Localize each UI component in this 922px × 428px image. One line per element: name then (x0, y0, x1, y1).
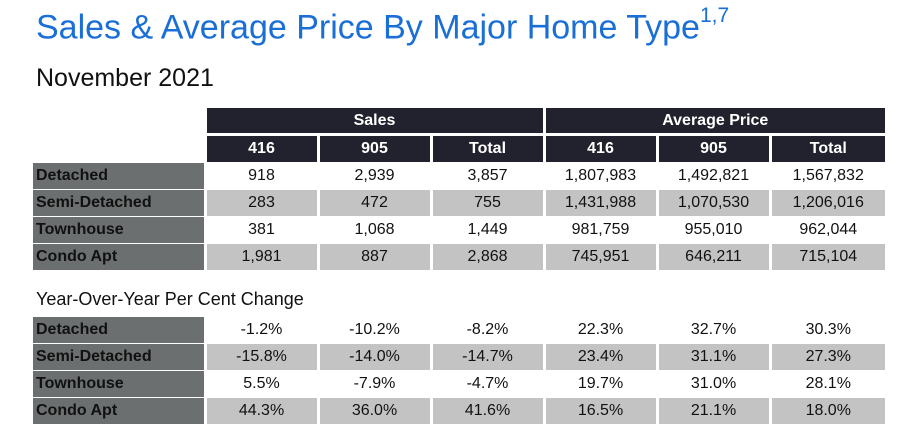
table-cell: 1,492,821 (655, 162, 770, 190)
row-label: Detached (33, 162, 205, 190)
table-cell: 283 (203, 189, 318, 217)
table-cell: 715,104 (768, 243, 886, 270)
column-header: 416 (203, 133, 318, 163)
column-header: 416 (542, 133, 657, 163)
row-label: Detached (33, 316, 205, 344)
page-subtitle: November 2021 (36, 64, 214, 92)
table-cell: 1,068 (316, 216, 431, 244)
table-cell: 755 (429, 189, 544, 217)
row-label: Townhouse (33, 370, 205, 398)
page-title: Sales & Average Price By Major Home Type… (36, 4, 729, 47)
column-header: 905 (655, 133, 770, 163)
row-label: Townhouse (33, 216, 205, 244)
table-cell: 955,010 (655, 216, 770, 244)
table-cell: -14.0% (316, 343, 431, 371)
table-cell: 5.5% (203, 370, 318, 398)
row-label: Semi-Detached (33, 343, 205, 371)
table-cell: 31.1% (655, 343, 770, 371)
table-cell: 18.0% (768, 397, 885, 424)
table-cell: 1,206,016 (768, 189, 886, 217)
table-cell: 887 (316, 243, 431, 270)
column-header: Total (429, 133, 544, 163)
title-text: Sales & Average Price By Major Home Type (36, 8, 700, 47)
table-cell: 21.1% (655, 397, 770, 424)
table-cell: 44.3% (203, 397, 318, 424)
table-cell: 1,981 (203, 243, 318, 270)
table-cell: 1,449 (429, 216, 544, 244)
group-header-average-price: Average Price (542, 108, 886, 135)
table-cell: 981,759 (542, 216, 657, 244)
table-row: Townhouse 5.5% -7.9% -4.7% 19.7% 31.0% 2… (33, 370, 885, 398)
group-header-row: Sales Average Price (33, 108, 886, 135)
header-spacer (33, 108, 205, 135)
table-cell: 23.4% (542, 343, 657, 371)
table-row: Detached -1.2% -10.2% -8.2% 22.3% 32.7% … (33, 316, 885, 344)
sales-price-table: Sales Average Price 416 905 Total 416 90… (33, 108, 886, 270)
table-cell: 32.7% (655, 316, 770, 344)
table-cell: -7.9% (316, 370, 431, 398)
row-label: Condo Apt (33, 243, 205, 270)
column-header-row: 416 905 Total 416 905 Total (33, 133, 886, 163)
row-label: Condo Apt (33, 397, 205, 424)
table-cell: 646,211 (655, 243, 770, 270)
table-cell: 745,951 (542, 243, 657, 270)
table-cell: -4.7% (429, 370, 544, 398)
yoy-change-table: Detached -1.2% -10.2% -8.2% 22.3% 32.7% … (33, 316, 885, 424)
row-label: Semi-Detached (33, 189, 205, 217)
table-cell: 381 (203, 216, 318, 244)
table-cell: 28.1% (768, 370, 885, 398)
table-row: Detached 918 2,939 3,857 1,807,983 1,492… (33, 162, 886, 190)
table-cell: 22.3% (542, 316, 657, 344)
table-cell: 2,939 (316, 162, 431, 190)
table-row: Semi-Detached 283 472 755 1,431,988 1,07… (33, 189, 886, 217)
table-cell: 1,431,988 (542, 189, 657, 217)
table-row: Condo Apt 1,981 887 2,868 745,951 646,21… (33, 243, 886, 270)
table-cell: 16.5% (542, 397, 657, 424)
table-cell: 1,807,983 (542, 162, 657, 190)
table-cell: 2,868 (429, 243, 544, 270)
table-cell: -10.2% (316, 316, 431, 344)
table-cell: 3,857 (429, 162, 544, 190)
column-header: Total (768, 133, 886, 163)
table-cell: -15.8% (203, 343, 318, 371)
column-header: 905 (316, 133, 431, 163)
yoy-section-title: Year-Over-Year Per Cent Change (36, 289, 304, 309)
table-cell: 918 (203, 162, 318, 190)
table-row: Condo Apt 44.3% 36.0% 41.6% 16.5% 21.1% … (33, 397, 885, 424)
table-cell: 472 (316, 189, 431, 217)
table-row: Semi-Detached -15.8% -14.0% -14.7% 23.4%… (33, 343, 885, 371)
table-cell: 1,567,832 (768, 162, 886, 190)
table-cell: 31.0% (655, 370, 770, 398)
table-cell: 19.7% (542, 370, 657, 398)
table-cell: 41.6% (429, 397, 544, 424)
table-row: Townhouse 381 1,068 1,449 981,759 955,01… (33, 216, 886, 244)
table-cell: -8.2% (429, 316, 544, 344)
table-cell: 27.3% (768, 343, 885, 371)
table-cell: 30.3% (768, 316, 885, 344)
table-cell: 36.0% (316, 397, 431, 424)
table-cell: -1.2% (203, 316, 318, 344)
table-cell: -14.7% (429, 343, 544, 371)
table-cell: 962,044 (768, 216, 886, 244)
header-spacer (33, 133, 205, 163)
title-footnote-marker: 1,7 (699, 4, 730, 27)
group-header-sales: Sales (203, 108, 544, 135)
table-cell: 1,070,530 (655, 189, 770, 217)
